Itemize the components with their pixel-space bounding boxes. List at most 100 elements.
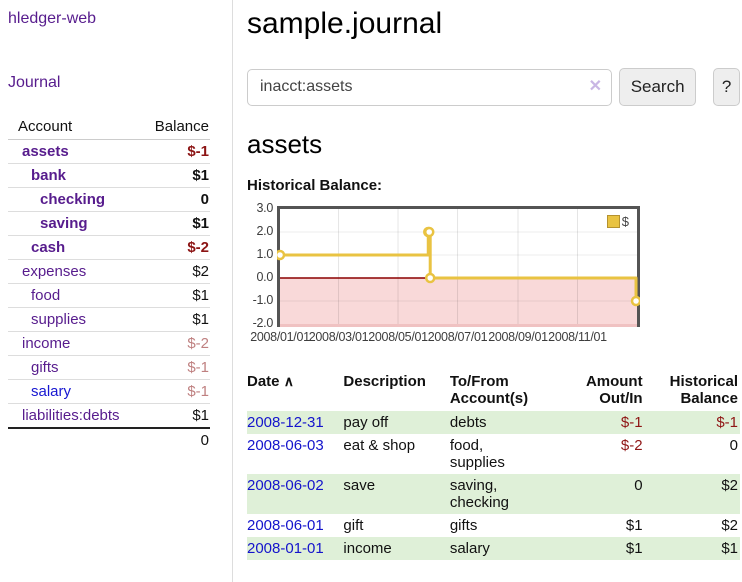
transaction-description: income	[343, 540, 392, 557]
account-row: cash $-2	[8, 235, 210, 260]
account-row: bank $1	[8, 163, 210, 188]
transaction-balance: 0	[729, 437, 738, 454]
chart-legend: $	[604, 213, 631, 230]
x-tick-label: 2008/11/01	[548, 330, 607, 344]
sort-asc-icon: ∧	[283, 373, 294, 389]
register-row: 2008-06-02 save saving, checking 0 $2	[247, 474, 740, 514]
account-row: saving $1	[8, 211, 210, 236]
register-row: 2008-01-01 income salary $1 $1	[247, 537, 740, 560]
account-link-salary[interactable]: salary	[31, 383, 72, 400]
brand-link[interactable]: hledger-web	[8, 10, 97, 27]
transaction-description: eat & shop	[343, 437, 416, 454]
search-bar: ✕ Search ?	[247, 68, 740, 106]
account-row: liabilities:debts $1	[8, 403, 210, 429]
sidebar-item-journal[interactable]: Journal	[8, 74, 61, 91]
account-link-supplies[interactable]: supplies	[31, 311, 87, 328]
y-tick-label: 2.0	[256, 224, 274, 238]
account-balance: $1	[135, 307, 210, 332]
negative-region	[280, 278, 637, 327]
transaction-amount: $1	[625, 517, 643, 534]
account-row: food $1	[8, 283, 210, 308]
accounts-total-row: 0	[8, 427, 210, 452]
y-tick-label: -2.0	[252, 316, 274, 330]
column-header-accounts: To/From Account(s)	[449, 373, 529, 407]
transaction-accounts: saving, checking	[449, 477, 510, 511]
register-row: 2008-06-03 eat & shop food, supplies $-2…	[247, 434, 740, 474]
column-header-balance: Historical Balance	[669, 373, 738, 407]
y-tick-label: 3.0	[256, 201, 274, 215]
transaction-balance: $2	[721, 477, 738, 494]
transaction-balance: $1	[721, 540, 738, 557]
plot-area: $ 2008/01/01 2008/03/01 2008/05/01 2008/…	[250, 206, 642, 344]
account-row: supplies $1	[8, 307, 210, 332]
transaction-accounts: food, supplies	[449, 437, 505, 471]
search-input[interactable]	[247, 68, 612, 106]
legend-label: $	[621, 214, 629, 229]
help-button[interactable]: ?	[713, 68, 740, 106]
transaction-description: pay off	[343, 414, 389, 431]
transaction-date-link[interactable]: 2008-06-02	[247, 477, 324, 494]
transaction-date-link[interactable]: 2008-12-31	[247, 414, 324, 431]
account-balance: $-1	[135, 139, 210, 164]
account-link-liabilities-debts[interactable]: liabilities:debts	[22, 407, 120, 424]
x-tick-label: 2008/09/01	[488, 330, 548, 344]
account-link-bank[interactable]: bank	[31, 167, 67, 184]
transaction-date-link[interactable]: 2008-01-01	[247, 540, 324, 557]
account-link-cash[interactable]: cash	[31, 239, 66, 256]
account-balance: $-2	[135, 235, 210, 260]
transaction-amount: $1	[625, 540, 643, 557]
account-balance: $2	[135, 259, 210, 284]
sidebar: hledger-web Journal Account Balance asse…	[0, 0, 233, 582]
transaction-date-link[interactable]: 2008-06-03	[247, 437, 324, 454]
transaction-balance: $-1	[716, 414, 738, 431]
account-row: gifts $-1	[8, 355, 210, 380]
transaction-accounts: gifts	[449, 517, 478, 534]
clear-search-icon[interactable]: ✕	[588, 77, 602, 95]
account-balance: $-1	[135, 355, 210, 380]
column-header-description: Description	[343, 373, 426, 390]
main-content: sample.journal ✕ Search ? assets Histori…	[247, 0, 740, 560]
account-balance: $-1	[135, 379, 210, 404]
account-balance: $1	[135, 403, 210, 429]
accounts-total-value: 0	[135, 427, 210, 452]
register-header-row: Date ∧ Description To/From Account(s) Am…	[247, 371, 740, 411]
historical-balance-chart: 3.0 2.0 1.0 0.0 -1.0 -2.0 $ 2008/01/01	[247, 201, 740, 346]
column-header-date[interactable]: Date ∧	[247, 373, 294, 390]
account-link-income[interactable]: income	[22, 335, 71, 352]
transaction-amount: $-2	[620, 437, 643, 454]
chart-title: Historical Balance:	[247, 177, 383, 194]
account-row: salary $-1	[8, 379, 210, 404]
account-link-food[interactable]: food	[31, 287, 61, 304]
account-heading: assets	[247, 129, 323, 159]
account-balance: $1	[135, 211, 210, 236]
accounts-header-account: Account	[8, 116, 136, 140]
transaction-date-link[interactable]: 2008-06-01	[247, 517, 324, 534]
balance-line-chart	[274, 206, 642, 327]
search-button[interactable]: Search	[619, 68, 697, 106]
y-tick-label: 1.0	[256, 247, 274, 261]
transaction-amount: 0	[634, 477, 643, 494]
accounts-header-balance: Balance	[135, 116, 210, 140]
account-balance: $-2	[135, 331, 210, 356]
y-tick-label: -1.0	[252, 293, 274, 307]
legend-swatch-icon	[606, 215, 620, 228]
account-link-gifts[interactable]: gifts	[31, 359, 59, 376]
data-point-markers	[274, 226, 642, 307]
account-row: assets $-1	[8, 139, 210, 164]
account-link-assets[interactable]: assets	[22, 143, 69, 160]
transaction-description: gift	[343, 517, 364, 534]
account-row: income $-2	[8, 331, 210, 356]
x-tick-label: 2008/03/01	[308, 330, 369, 344]
account-link-saving[interactable]: saving	[40, 215, 88, 232]
account-balance: $1	[135, 163, 210, 188]
account-link-expenses[interactable]: expenses	[22, 263, 87, 280]
account-row: expenses $2	[8, 259, 210, 284]
account-link-checking[interactable]: checking	[40, 191, 106, 208]
transaction-accounts: debts	[449, 414, 487, 431]
y-tick-label: 0.0	[256, 270, 274, 284]
transaction-amount: $-1	[620, 414, 643, 431]
transaction-balance: $2	[721, 517, 738, 534]
register-row: 2008-12-31 pay off debts $-1 $-1	[247, 411, 740, 434]
accounts-table: Account Balance assets $-1 bank $1 checkin…	[8, 116, 210, 452]
x-tick-label: 2008/01/01	[250, 330, 310, 344]
